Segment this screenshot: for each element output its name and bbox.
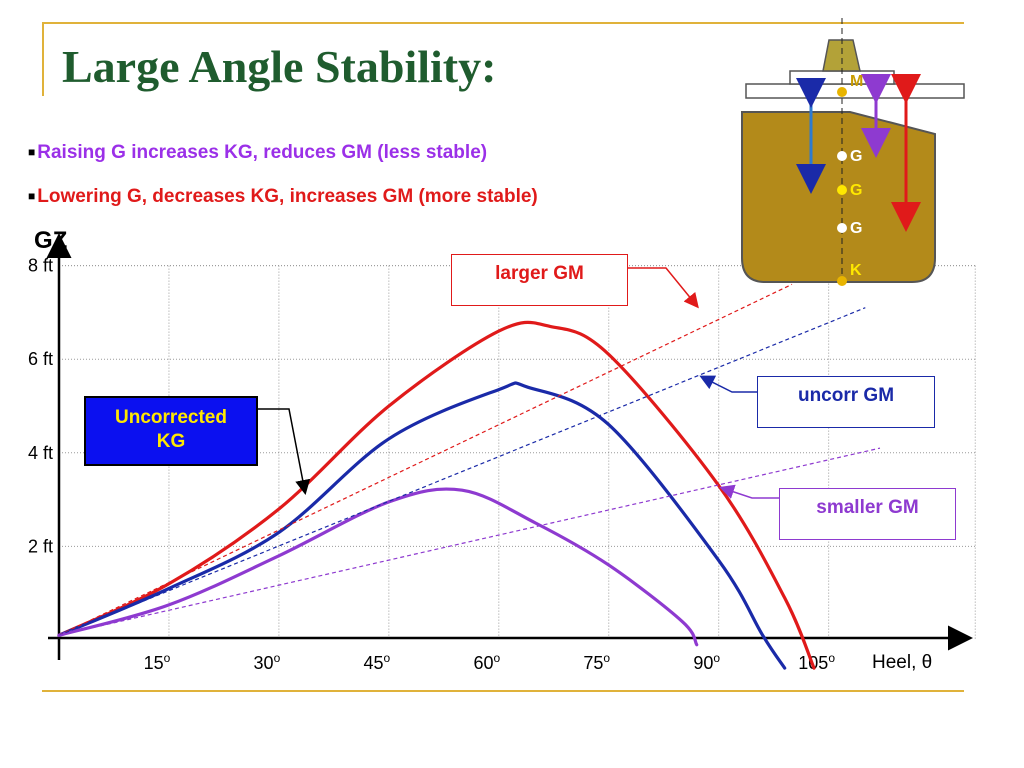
chart-ticks: 15o 30o 45o 60o 75o 90o 105o 2 ft 4 ft 6 ft 8 ft	[28, 256, 835, 673]
x-tick-label: 15o	[144, 651, 171, 673]
ship-diagram: M G G G K	[741, 18, 965, 286]
uncorr-tangent-line	[58, 307, 866, 636]
label-g-uncorrected: G	[850, 182, 862, 199]
uncorr-gm-callout: uncorr GM	[757, 376, 935, 428]
slide-title: Large Angle Stability:	[62, 41, 497, 92]
label-g-raised: G	[850, 148, 862, 165]
g-point-uncorrected	[837, 185, 847, 195]
x-tick-label: 60o	[473, 651, 500, 673]
g-point-lowered	[837, 223, 847, 233]
y-tick-label: 4 ft	[28, 443, 53, 463]
smaller-tangent-line	[58, 447, 881, 636]
x-axis-label: Heel, θ	[872, 652, 932, 673]
smaller-gm-curve	[57, 487, 699, 647]
bullet-lowering-g: ■ Lowering G, decreases KG, increases GM …	[28, 186, 538, 208]
chart-grid	[59, 265, 976, 640]
larger-tangent-line	[58, 283, 793, 636]
x-tick-label: 30o	[254, 651, 281, 673]
bottom-rule	[42, 690, 964, 692]
larger-gm-callout: larger GM	[451, 254, 628, 306]
g-point-raised	[837, 151, 847, 161]
larger-gm-curve	[57, 320, 816, 670]
x-tick-label: 45o	[363, 651, 390, 673]
top-rule-vertical	[42, 22, 44, 96]
label-g-lowered: G	[850, 220, 862, 237]
smaller-gm-pointer	[719, 484, 779, 499]
metacenter-point	[837, 87, 847, 97]
uncorrected-kg-pointer	[258, 408, 311, 495]
uncorr-gm-curve	[57, 381, 787, 670]
uncorr-gm-pointer	[699, 375, 757, 393]
bullet-text: Raising G increases KG, reduces GM (less…	[37, 142, 488, 163]
top-rule-horizontal	[42, 22, 964, 24]
smaller-gm-callout: smaller GM	[779, 488, 956, 540]
uncorrected-kg-line1: Uncorrected	[115, 407, 227, 428]
bullet-raising-g: ■ Raising G increases KG, reduces GM (les…	[28, 142, 487, 164]
chart-axes	[46, 233, 973, 660]
x-tick-label: 105o	[798, 651, 835, 673]
bullet-marker: ■	[28, 189, 36, 203]
keel-point	[837, 276, 847, 286]
y-tick-label: 6 ft	[28, 349, 53, 369]
uncorrected-kg-callout: Uncorrected KG	[84, 396, 258, 466]
bullet-text: Lowering G, decreases KG, increases GM (…	[37, 186, 538, 207]
label-m: M	[850, 73, 863, 90]
larger-gm-pointer	[628, 267, 699, 309]
label-k: K	[850, 262, 862, 279]
chart-series	[57, 283, 881, 670]
y-tick-label: 2 ft	[28, 536, 53, 556]
x-tick-label: 75o	[583, 651, 610, 673]
uncorrected-kg-line2: KG	[156, 431, 186, 452]
bullet-marker: ■	[28, 145, 36, 159]
x-tick-label: 90o	[693, 651, 720, 673]
y-tick-label: 8 ft	[28, 256, 53, 276]
ship-funnel	[822, 39, 861, 72]
y-axis-label: GZ	[34, 227, 67, 254]
